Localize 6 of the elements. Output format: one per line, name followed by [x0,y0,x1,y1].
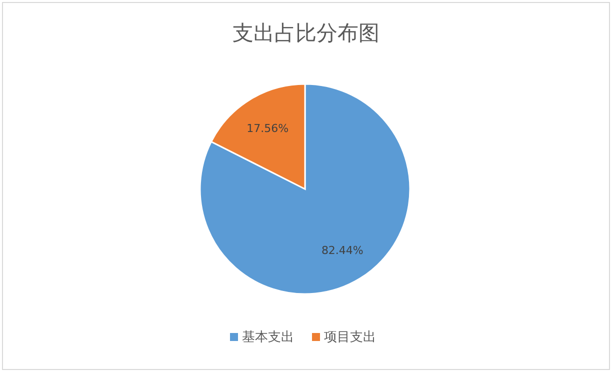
chart-title: 支出占比分布图 [232,21,380,45]
data-label: 82.44% [321,244,364,257]
legend-label: 项目支出 [324,330,376,345]
pie-slice [199,83,411,295]
data-label: 17.56% [246,122,289,136]
legend-label: 基本支出 [242,330,294,345]
